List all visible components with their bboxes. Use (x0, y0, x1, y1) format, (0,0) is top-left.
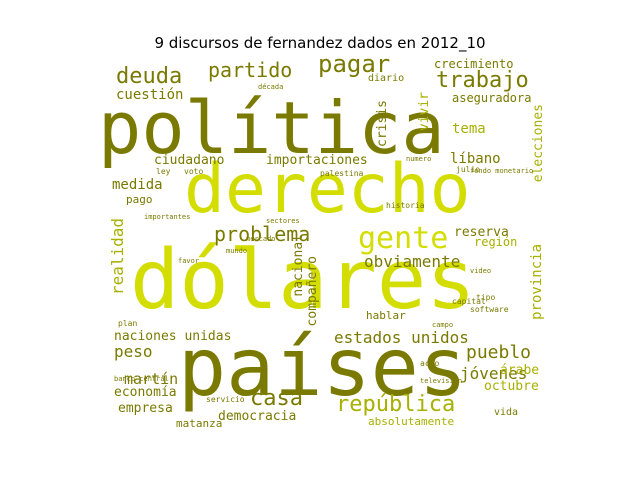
word-julio: julio (456, 165, 481, 174)
word-problema: problema (214, 222, 311, 246)
word-republica: república (336, 392, 456, 417)
word-tema: tema (452, 121, 486, 137)
word-palestina: palestina (320, 169, 364, 178)
word-pueblo: pueblo (466, 342, 532, 363)
word-trabajo: trabajo (436, 68, 529, 93)
word-region: región (474, 235, 518, 249)
word-politica: política (98, 86, 445, 170)
word-hablar: hablar (366, 309, 406, 322)
word-tipo: tipo (476, 293, 496, 302)
word-gente: gente (358, 221, 449, 256)
word-reserva: reserva (454, 225, 509, 240)
word-video: video (470, 267, 492, 275)
word-matanza: matanza (176, 417, 223, 429)
word-companero: compañero (305, 256, 320, 327)
word-derecho: derecho (184, 150, 471, 229)
word-banco-central: banco central (114, 375, 169, 383)
word-campo: campo (432, 321, 454, 329)
word-numero: numero (406, 155, 432, 163)
word-economia: economía (114, 385, 177, 400)
word-elecciones: elecciones (531, 104, 546, 183)
word-acto: acto (420, 359, 440, 368)
word-libano: líbano (450, 151, 501, 167)
word-servicio: servicio (206, 395, 245, 404)
word-pago: pago (126, 193, 153, 206)
word-jovenes: jóvenes (460, 364, 528, 383)
word-mercado: mercado (246, 235, 276, 243)
word-mundo: mundo (226, 247, 248, 255)
word-aseguradora: aseguradora (452, 91, 532, 105)
word-arabe: árabe (500, 363, 540, 378)
word-importaciones: importaciones (266, 153, 368, 168)
word-fondo-monetario: fondo monetario (470, 167, 534, 175)
word-dolares: dólares (130, 233, 476, 328)
word-ley: ley (156, 167, 171, 176)
word-partido: partido (208, 58, 293, 82)
word-estados-unidos: estados unidos (334, 328, 469, 347)
word-vida: vida (494, 407, 519, 418)
word-plan: plan (118, 319, 138, 328)
word-peso: peso (114, 342, 153, 361)
word-naciones-unidas: naciones unidas (114, 329, 232, 344)
word-absolutamente: absolutamente (368, 415, 455, 428)
word-television: televisión (420, 377, 463, 385)
word-cloud: política derecho dólares países deuda pa… (96, 58, 550, 429)
chart-title: 9 discursos de fernandez dados en 2012_1… (154, 34, 486, 52)
word-sectores: sectores (266, 217, 300, 225)
word-octubre: octubre (484, 379, 539, 394)
word-voto: voto (184, 167, 204, 176)
word-realidad: realidad (108, 218, 127, 296)
word-historia: historia (386, 201, 425, 210)
word-cuestion: cuestión (116, 87, 184, 103)
word-capital: capital (452, 297, 486, 306)
word-crecimiento: crecimiento (434, 58, 514, 71)
word-importantes: importantes (144, 213, 191, 221)
word-casa: casa (250, 386, 303, 411)
word-paises: países (178, 321, 467, 414)
word-democracia: democracia (218, 409, 297, 424)
word-empresa: empresa (118, 401, 173, 416)
word-nacional: nacional (291, 234, 306, 297)
word-pagar: pagar (318, 58, 391, 78)
word-favor: favor (178, 257, 200, 265)
word-ciudadano: ciudadano (154, 153, 225, 168)
word-martin: martín (124, 370, 179, 388)
word-obviamente: obviamente (364, 252, 461, 271)
word-medida: medida (112, 177, 163, 193)
word-deuda: deuda (116, 64, 183, 89)
word-software: software (470, 305, 509, 314)
word-provincia: provincia (529, 244, 545, 320)
word-vivir: vivir (417, 92, 432, 132)
word-decada: década (258, 83, 284, 91)
word-diario: diario (368, 73, 405, 84)
word-crisis: crisis (375, 100, 390, 147)
